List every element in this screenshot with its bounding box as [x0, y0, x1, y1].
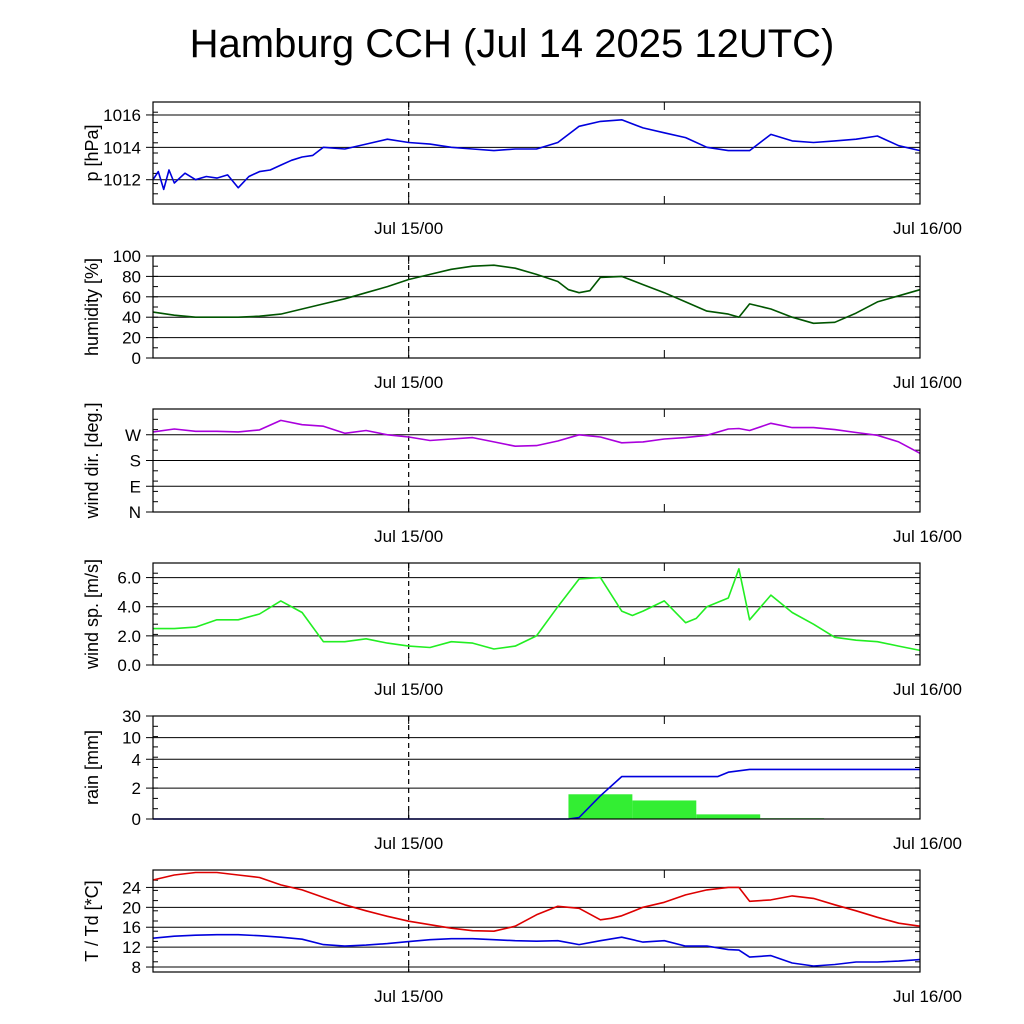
y-tick-label: 10 — [122, 729, 141, 748]
rain-bar — [632, 800, 697, 819]
panel-frame — [152, 869, 921, 973]
y-axis-label: rain [mm] — [82, 730, 102, 805]
y-tick-label: 4 — [132, 750, 141, 769]
y-tick-label: 30 — [122, 707, 141, 726]
panel-rain: 0 2 4 10 30 rain [mm] Jul 15/00 Jul 16/00 — [82, 707, 962, 853]
x-tick-label: Jul 15/00 — [374, 373, 443, 392]
y-tick-label: 6.0 — [117, 569, 141, 588]
panel-frame — [152, 562, 921, 666]
y-tick-label: 24 — [122, 878, 141, 897]
series-line-wind_speed — [153, 567, 921, 652]
series-line-temperature_dewpoint — [152, 871, 921, 933]
y-tick-label: 1012 — [103, 171, 141, 190]
chart-title: Hamburg CCH (Jul 14 2025 12UTC) — [189, 22, 835, 66]
series-line-pressure — [152, 119, 921, 191]
y-tick-label: 4.0 — [117, 598, 141, 617]
y-tick-label: 2.0 — [117, 627, 141, 646]
x-tick-label: Jul 16/00 — [893, 834, 962, 853]
y-axis-label: wind sp. [m/s] — [82, 559, 102, 670]
y-tick-label: 16 — [122, 918, 141, 937]
x-tick-label: Jul 15/00 — [374, 527, 443, 546]
rain-bar — [568, 794, 633, 819]
x-tick-label: Jul 15/00 — [374, 834, 443, 853]
y-tick-label: 0 — [132, 349, 141, 368]
y-tick-label: 8 — [132, 958, 141, 977]
y-tick-label: 40 — [122, 308, 141, 327]
y-tick-label: N — [129, 503, 141, 522]
y-tick-label: 80 — [122, 267, 141, 286]
x-tick-label: Jul 16/00 — [893, 527, 962, 546]
series-line-wind_direction — [152, 419, 921, 455]
x-tick-label: Jul 16/00 — [893, 987, 962, 1006]
y-tick-label: S — [130, 452, 141, 471]
x-tick-label: Jul 16/00 — [893, 373, 962, 392]
y-tick-label: 2 — [132, 779, 141, 798]
x-tick-label: Jul 16/00 — [893, 680, 962, 699]
series-line-rain — [153, 768, 920, 820]
y-axis-label: humidity [%] — [82, 258, 102, 356]
panel-frame — [152, 715, 921, 820]
series-line-dewpoint — [152, 933, 921, 967]
y-tick-label: 0.0 — [117, 656, 141, 675]
rain-bar — [696, 814, 761, 819]
y-tick-label: 1016 — [103, 106, 141, 125]
y-axis-label: wind dir. [deg.] — [82, 402, 102, 519]
panel-wind_speed: 0.0 2.0 4.0 6.0 wind sp. [m/s] Jul 15/00 Jul 1… — [82, 559, 962, 699]
series-line-humidity — [152, 264, 921, 325]
y-tick-label: 20 — [122, 898, 141, 917]
x-tick-label: Jul 16/00 — [893, 219, 962, 238]
y-tick-label: 0 — [132, 810, 141, 829]
x-tick-label: Jul 15/00 — [374, 987, 443, 1006]
y-tick-label: 1014 — [103, 138, 141, 157]
y-tick-label: E — [130, 477, 141, 496]
y-axis-label: p [hPa] — [82, 124, 102, 181]
x-tick-label: Jul 15/00 — [374, 219, 443, 238]
panel-frame — [152, 101, 921, 205]
y-tick-label: 12 — [122, 938, 141, 957]
x-tick-label: Jul 15/00 — [374, 680, 443, 699]
y-tick-label: 100 — [113, 247, 141, 266]
y-tick-label: 60 — [122, 288, 141, 307]
y-tick-label: W — [125, 426, 141, 445]
y-tick-label: 20 — [122, 329, 141, 348]
panel-frame — [152, 408, 921, 513]
y-axis-label: T / Td [*C] — [82, 880, 102, 961]
panel-frame — [152, 255, 921, 359]
